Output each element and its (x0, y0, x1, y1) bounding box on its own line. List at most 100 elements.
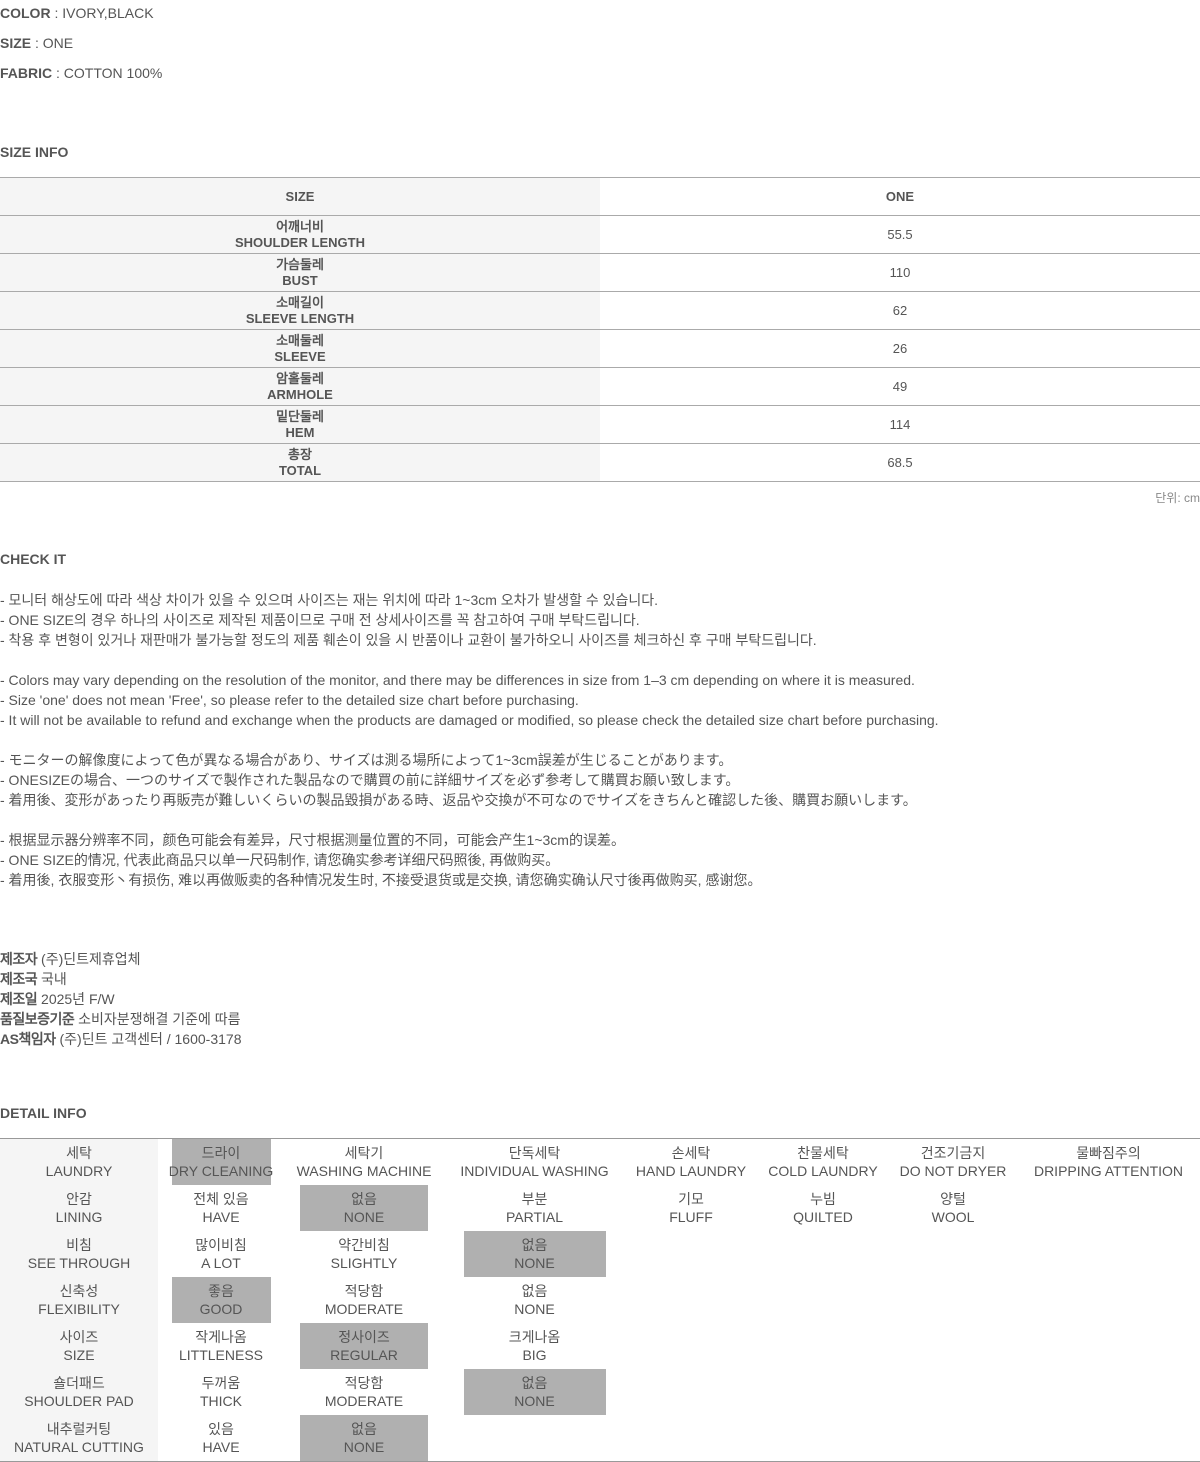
label-en: LINING (55, 1209, 103, 1225)
option-en: MODERATE (324, 1301, 404, 1317)
detail-option: 없음 NONE (284, 1415, 444, 1461)
detail-option (625, 1231, 757, 1277)
measure-value: 114 (889, 417, 911, 432)
detail-option (889, 1369, 1017, 1415)
measure-label: 총장 TOTAL (0, 444, 600, 481)
option-ko: 부분 (521, 1191, 548, 1207)
spec-size: SIZE : ONE (0, 35, 74, 51)
manufacturer-row: 제조국 국내 (0, 969, 241, 989)
option-en: DRY CLEANING (168, 1163, 274, 1179)
measure-label: 소매둘레 SLEEVE (0, 330, 600, 367)
detail-option (889, 1415, 1017, 1461)
size-table-header: SIZE ONE (0, 178, 1200, 216)
manufacturer-row: 제조일 2025년 F/W (0, 989, 241, 1009)
note-line: - Size 'one' does not mean 'Free', so pl… (0, 692, 579, 708)
option-ko: 건조기금지 (920, 1145, 986, 1161)
detail-option-text: 적당함 MODERATE (300, 1369, 428, 1415)
option-en: MODERATE (324, 1393, 404, 1409)
detail-option-text: 누빔 QUILTED (793, 1185, 853, 1231)
option-en: DO NOT DRYER (899, 1163, 1007, 1179)
manufacturer-value: 소비자분쟁해결 기준에 따름 (74, 1011, 241, 1027)
measure-value: 55.5 (887, 227, 913, 242)
detail-option-text: 부분 PARTIAL (464, 1185, 606, 1231)
note-line: - 着用後, 衣服变形丶有损伤, 难以再做贩卖的各种情况发生时, 不接受退货或是… (0, 872, 762, 888)
measure-ko: 암홀둘레 (276, 370, 324, 386)
option-ko: 기모 (678, 1191, 704, 1207)
option-ko: 두꺼움 (201, 1375, 241, 1391)
note-line: - 着用後、変形があったり再販売が難しいくらいの製品毀損がある時、返品や交換が不… (0, 792, 917, 808)
option-en: NONE (514, 1301, 555, 1317)
option-ko: 양털 (940, 1191, 966, 1207)
detail-row: 내추럴커팅 NATURAL CUTTING 있음 HAVE 없음 NONE (0, 1415, 1200, 1461)
measure-label: 암홀둘레 ARMHOLE (0, 368, 600, 405)
option-ko: 적당함 (344, 1283, 384, 1299)
detail-option-selected: 없음 NONE (300, 1185, 428, 1231)
measure-en: BUST (282, 272, 318, 288)
option-en: NONE (514, 1255, 555, 1271)
detail-info-heading: DETAIL INFO (0, 1105, 87, 1121)
note-line: - 모니터 해상도에 따라 색상 차이가 있을 수 있으며 사이즈는 재는 위치… (0, 592, 659, 608)
measure-label: 밑단둘레 HEM (0, 406, 600, 443)
detail-row: 신축성 FLEXIBILITY 좋음 GOOD 적당함 MODERATE 없음 NONE (0, 1277, 1200, 1323)
detail-label: 숄더패드 SHOULDER PAD (0, 1369, 158, 1415)
label-ko: 안감 (66, 1191, 92, 1207)
detail-option: 좋음 GOOD (158, 1277, 284, 1323)
option-en: HAND LAUNDRY (635, 1163, 747, 1179)
detail-label-text: 비침 SEE THROUGH (28, 1231, 130, 1277)
label-en: FLEXIBILITY (38, 1301, 120, 1317)
label-ko: 사이즈 (59, 1329, 99, 1345)
measure-label: 소매길이 SLEEVE LENGTH (0, 292, 600, 329)
measure-value: 68.5 (887, 455, 913, 470)
detail-option-text: 양털 WOOL (932, 1185, 975, 1231)
measure-value: 26 (892, 341, 908, 356)
manufacturer-value: (주)딘트 고객센터 / 1600-3178 (55, 1031, 242, 1047)
measure-en: SLEEVE (274, 348, 326, 364)
detail-label-text: 안감 LINING (56, 1185, 103, 1231)
detail-option: 기모 FLUFF (625, 1185, 757, 1231)
option-ko: 물빠짐주의 (1076, 1145, 1141, 1161)
manufacturer-value: 2025년 F/W (37, 991, 115, 1007)
header-one: ONE (885, 189, 915, 204)
table-row: 가슴둘레 BUST 110 (0, 254, 1200, 292)
label-en: SEE THROUGH (27, 1255, 131, 1271)
detail-label-text: 사이즈 SIZE (60, 1323, 99, 1369)
measure-en: SLEEVE LENGTH (245, 310, 355, 326)
detail-row: 사이즈 SIZE 작게나옴 LITTLENESS 정사이즈 REGULAR 크게나옴 BIG (0, 1323, 1200, 1369)
manufacturer-label: 품질보증기준 (0, 1011, 75, 1027)
detail-row: 안감 LINING 전체 있음 HAVE 없음 NONE 부분 PARTIAL 기모 FLUFF 누… (0, 1185, 1200, 1231)
option-en: WOOL (931, 1209, 975, 1225)
detail-option: 적당함 MODERATE (284, 1369, 444, 1415)
option-en: FLUFF (669, 1209, 713, 1225)
option-en: WASHING MACHINE (296, 1163, 432, 1179)
detail-option-text: 손세탁 HAND LAUNDRY (636, 1139, 746, 1185)
manufacturer-label: 제조일 (0, 991, 38, 1007)
detail-row: 숄더패드 SHOULDER PAD 두꺼움 THICK 적당함 MODERATE 없음 NON… (0, 1369, 1200, 1415)
option-en: PARTIAL (505, 1209, 564, 1225)
detail-option-text: 작게나옴 LITTLENESS (172, 1323, 271, 1369)
option-en: HAVE (202, 1209, 240, 1225)
size-info-heading: SIZE INFO (0, 144, 69, 160)
detail-option: 물빠짐주의 DRIPPING ATTENTION (1017, 1139, 1200, 1185)
detail-label-text: 내추럴커팅 NATURAL CUTTING (14, 1415, 144, 1461)
detail-option (757, 1415, 889, 1461)
option-en: A LOT (201, 1255, 241, 1271)
detail-option-text: 많이비침 A LOT (172, 1231, 271, 1277)
measure-ko: 소매둘레 (276, 332, 324, 348)
option-ko: 없음 (521, 1375, 548, 1391)
detail-option (1017, 1415, 1200, 1461)
table-row: 암홀둘레 ARMHOLE 49 (0, 368, 1200, 406)
detail-option: 없음 NONE (444, 1369, 625, 1415)
detail-option-text: 두꺼움 THICK (172, 1369, 271, 1415)
detail-option-text: 물빠짐주의 DRIPPING ATTENTION (1034, 1139, 1183, 1185)
measure-label: 가슴둘레 BUST (0, 254, 600, 291)
detail-option (1017, 1323, 1200, 1369)
detail-option (625, 1415, 757, 1461)
detail-label: 사이즈 SIZE (0, 1323, 158, 1369)
detail-option: 많이비침 A LOT (158, 1231, 284, 1277)
spec-color: COLOR : IVORY,BLACK (0, 5, 154, 21)
measure-label: 어깨너비 SHOULDER LENGTH (0, 216, 600, 253)
spec-fabric: FABRIC : COTTON 100% (0, 65, 163, 81)
detail-option (889, 1323, 1017, 1369)
detail-option-text: 세탁기 WASHING MACHINE (297, 1139, 432, 1185)
label-en: SIZE (63, 1347, 95, 1363)
